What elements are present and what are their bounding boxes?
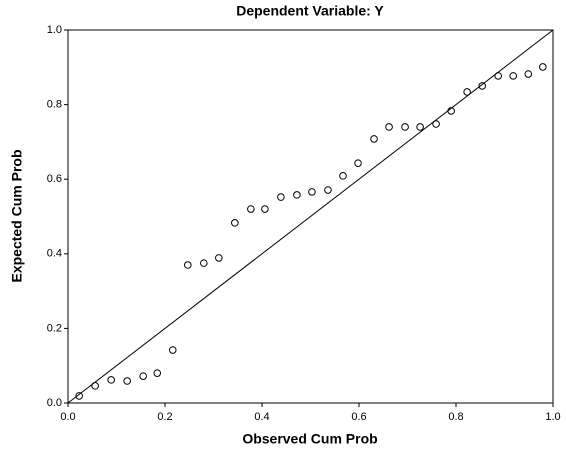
chart: Dependent Variable: Y Observed Cum Prob …: [0, 0, 566, 456]
y-tick-label: 1.0: [47, 24, 62, 36]
x-tick-label: 0.2: [157, 411, 172, 423]
y-tick-label: 0.4: [47, 248, 62, 260]
y-axis-label: Expected Cum Prob: [9, 149, 25, 282]
y-tick-label: 0.8: [47, 99, 62, 111]
y-tick-label: 0.6: [47, 173, 62, 185]
x-tick-label: 0.4: [254, 411, 269, 423]
y-tick-label: 0.0: [47, 397, 62, 409]
x-tick-label: 0.6: [351, 411, 366, 423]
x-tick-label: 1.0: [545, 411, 560, 423]
y-tick-label: 0.2: [47, 322, 62, 334]
x-tick-label: 0.8: [448, 411, 463, 423]
x-tick-label: 0.0: [60, 411, 75, 423]
x-axis-label: Observed Cum Prob: [242, 431, 377, 447]
chart-title: Dependent Variable: Y: [236, 3, 384, 19]
